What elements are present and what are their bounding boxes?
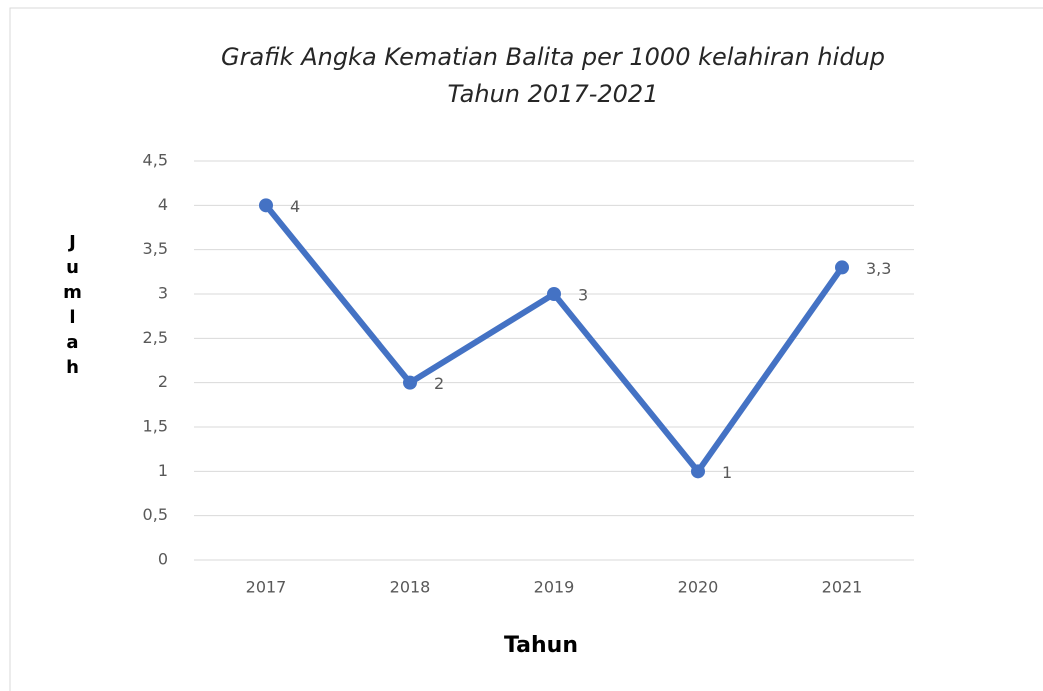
- marker: [403, 375, 417, 390]
- y-tick-label: 0: [158, 550, 168, 569]
- marker: [691, 464, 705, 479]
- marker: [259, 198, 273, 213]
- x-tick-label: 2020: [678, 578, 719, 597]
- marker: [835, 260, 849, 275]
- chart-title: Tahun 2017-2021: [448, 80, 659, 108]
- data-label: 3: [578, 286, 588, 305]
- y-tick-label: 1,5: [143, 417, 168, 436]
- y-tick-label: 4,5: [143, 151, 168, 170]
- chart-title: Grafik Angka Kematian Balita per 1000 ke…: [221, 43, 885, 71]
- data-label: 4: [290, 197, 300, 216]
- x-tick-label: 2019: [534, 578, 575, 597]
- x-tick-label: 2017: [246, 578, 287, 597]
- y-tick-label: 2: [158, 372, 168, 391]
- y-tick-label: 3: [158, 284, 168, 303]
- y-tick-label: 1: [158, 461, 168, 480]
- x-tick-label: 2021: [822, 578, 863, 597]
- data-label: 1: [722, 463, 732, 482]
- y-tick-label: 2,5: [143, 328, 168, 347]
- y-tick-label: 0,5: [143, 505, 168, 524]
- data-label: 3,3: [866, 259, 891, 278]
- data-label: 2: [434, 374, 444, 393]
- y-tick-label: 3,5: [143, 239, 168, 258]
- y-axis-label: Jumlah: [62, 232, 83, 382]
- marker: [547, 287, 561, 301]
- y-tick-label: 4: [158, 195, 168, 214]
- x-axis-label: Tahun: [504, 633, 578, 658]
- x-tick-label: 2018: [390, 578, 431, 597]
- chart-border: [9, 7, 1043, 691]
